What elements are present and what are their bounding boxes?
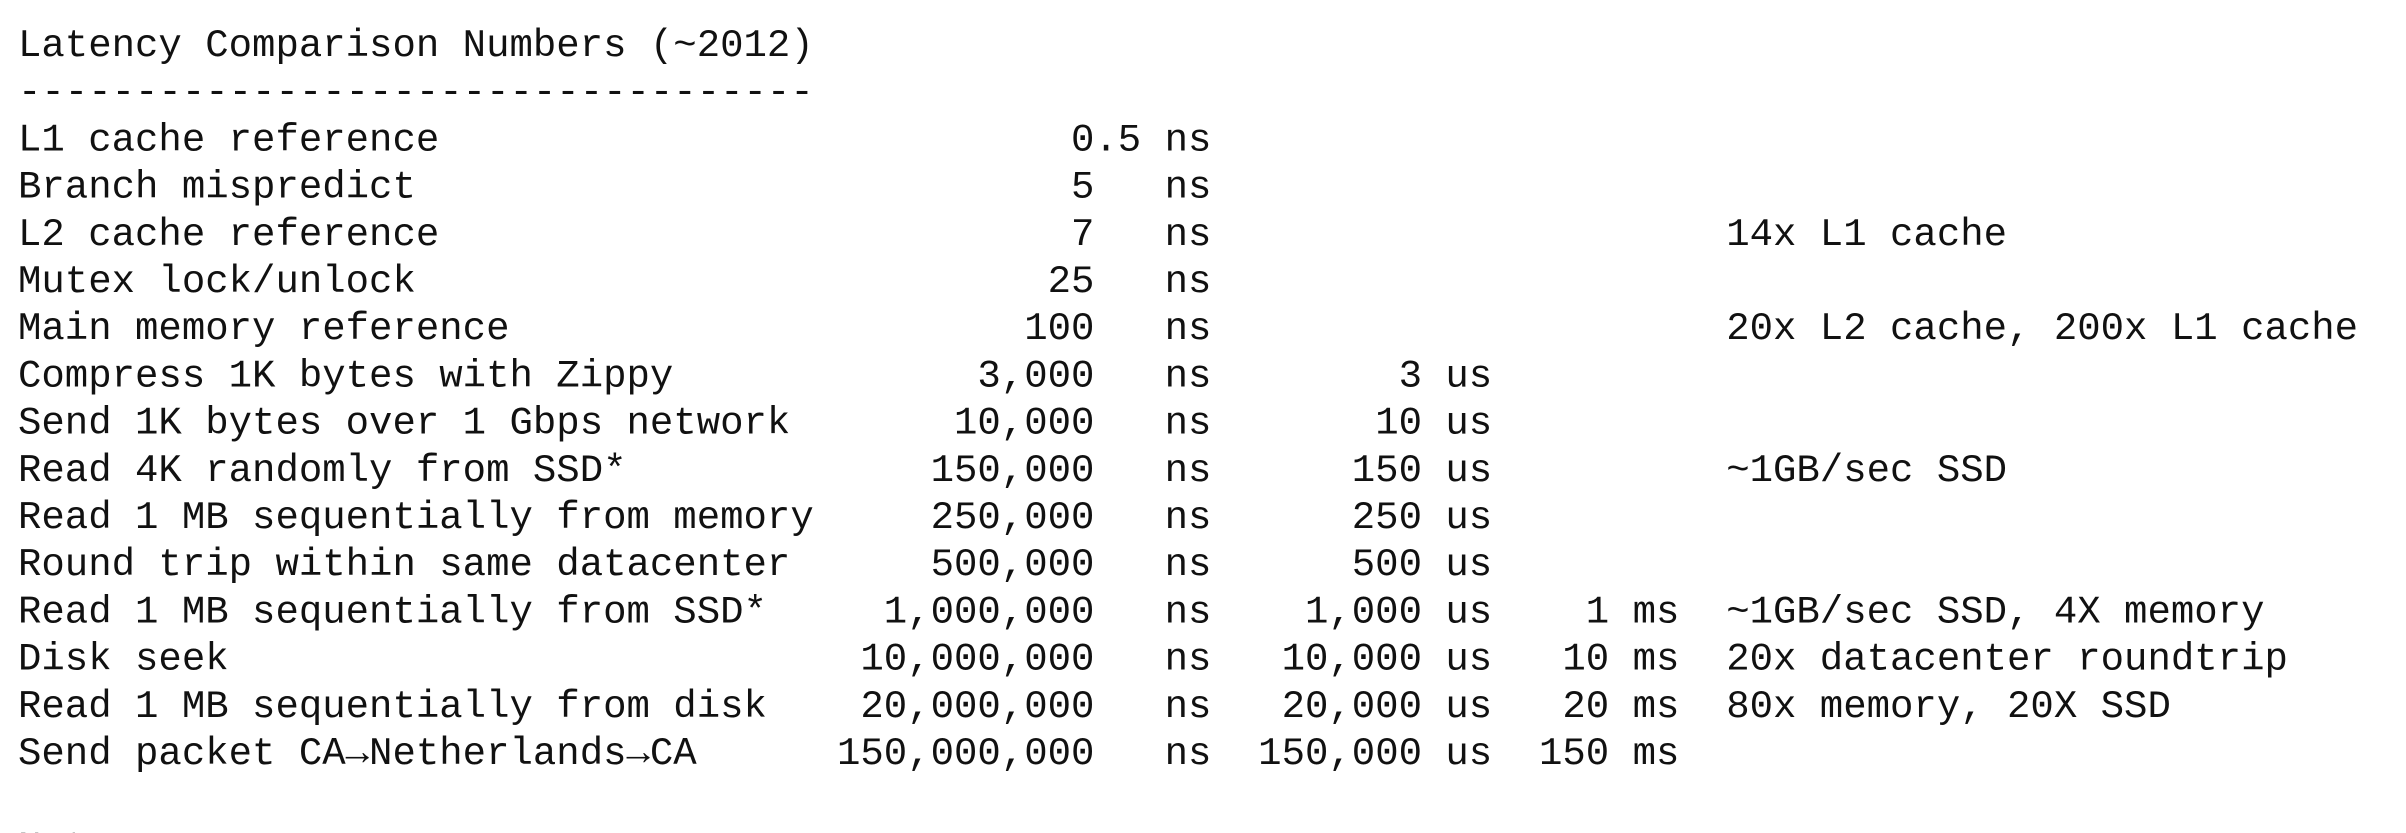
us-unit: us [1445, 543, 1492, 587]
us-unit: us [1445, 685, 1492, 729]
ns-unit: ns [1165, 354, 1212, 398]
ns-value: 10,000,000 [860, 638, 1094, 682]
row-label: Send 1K bytes over 1 Gbps network [18, 402, 790, 446]
ns-value: 100 [1024, 307, 1094, 351]
footer: Notes [18, 826, 135, 833]
us-value: 10 [1375, 402, 1422, 446]
ms-value: 150 [1539, 732, 1609, 776]
ns-value: 150,000,000 [837, 732, 1094, 776]
row-note: 20x L2 cache, 200x L1 cache [1726, 307, 2358, 351]
ns-value: 150,000 [931, 449, 1095, 493]
ns-value: 250,000 [931, 496, 1095, 540]
ns-unit: ns [1165, 638, 1212, 682]
us-value: 500 [1352, 543, 1422, 587]
row-label: Mutex lock/unlock [18, 260, 416, 304]
ms-unit: ms [1633, 732, 1680, 776]
us-value: 1,000 [1305, 590, 1422, 634]
us-value: 10,000 [1282, 638, 1422, 682]
separator: ---------------------------------- [18, 71, 814, 115]
ns-value: 25 [1048, 260, 1095, 304]
us-value: 3 [1399, 354, 1422, 398]
us-unit: us [1445, 496, 1492, 540]
ms-unit: ms [1633, 638, 1680, 682]
ns-unit: ns [1165, 166, 1212, 210]
ns-unit: ns [1165, 590, 1212, 634]
row-note: 20x datacenter roundtrip [1726, 638, 2288, 682]
ns-unit: ns [1165, 449, 1212, 493]
ms-unit: ms [1633, 590, 1680, 634]
ns-value: 7 [1071, 213, 1094, 257]
ns-value: 0.5 [1071, 118, 1141, 162]
ns-unit: ns [1165, 307, 1212, 351]
ns-unit: ns [1165, 732, 1212, 776]
ns-value: 20,000,000 [860, 685, 1094, 729]
row-note: ~1GB/sec SSD [1726, 449, 2007, 493]
ns-unit: ns [1165, 402, 1212, 446]
row-label: Read 4K randomly from SSD* [18, 449, 627, 493]
ns-value: 1,000,000 [884, 590, 1095, 634]
ns-unit: ns [1165, 118, 1212, 162]
us-unit: us [1445, 638, 1492, 682]
row-label: L1 cache reference [18, 118, 439, 162]
ns-unit: ns [1165, 496, 1212, 540]
row-label: Read 1 MB sequentially from SSD* [18, 590, 767, 634]
us-value: 250 [1352, 496, 1422, 540]
row-label: Disk seek [18, 638, 229, 682]
us-unit: us [1445, 402, 1492, 446]
row-note: 80x memory, 20X SSD [1726, 685, 2171, 729]
ns-unit: ns [1165, 213, 1212, 257]
row-label: Read 1 MB sequentially from disk [18, 685, 767, 729]
row-label: L2 cache reference [18, 213, 439, 257]
ns-unit: ns [1165, 685, 1212, 729]
us-unit: us [1445, 590, 1492, 634]
us-value: 20,000 [1282, 685, 1422, 729]
row-label: Send packet CA→Netherlands→CA [18, 732, 697, 776]
row-label: Main memory reference [18, 307, 509, 351]
ms-unit: ms [1633, 685, 1680, 729]
us-unit: us [1445, 449, 1492, 493]
ns-value: 500,000 [931, 543, 1095, 587]
us-value: 150,000 [1258, 732, 1422, 776]
row-label: Read 1 MB sequentially from memory [18, 496, 814, 540]
ms-value: 10 [1562, 638, 1609, 682]
ns-value: 5 [1071, 166, 1094, 210]
row-note: ~1GB/sec SSD, 4X memory [1726, 590, 2264, 634]
us-unit: us [1445, 732, 1492, 776]
ms-value: 20 [1562, 685, 1609, 729]
row-label: Branch mispredict [18, 166, 416, 210]
title: Latency Comparison Numbers (~2012) [18, 24, 814, 68]
ns-value: 10,000 [954, 402, 1094, 446]
ns-unit: ns [1165, 260, 1212, 304]
ns-value: 3,000 [977, 354, 1094, 398]
row-label: Round trip within same datacenter [18, 543, 790, 587]
row-note: 14x L1 cache [1726, 213, 2007, 257]
us-value: 150 [1352, 449, 1422, 493]
row-label: Compress 1K bytes with Zippy [18, 354, 673, 398]
us-unit: us [1445, 354, 1492, 398]
ns-unit: ns [1165, 543, 1212, 587]
ms-value: 1 [1586, 590, 1609, 634]
